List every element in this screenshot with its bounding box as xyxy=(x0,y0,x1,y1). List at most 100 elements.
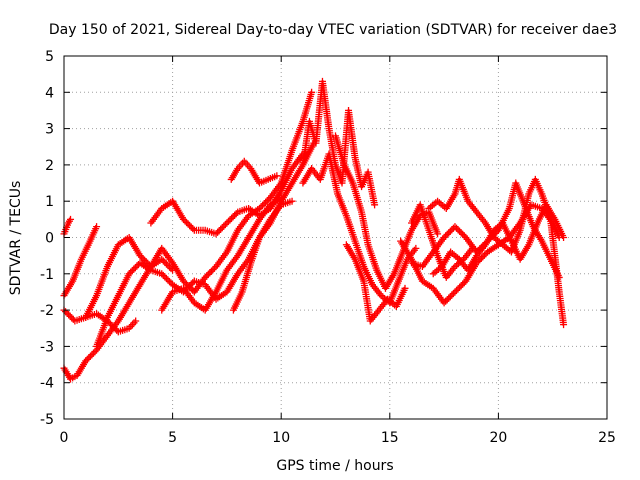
data-point xyxy=(451,223,459,231)
data-point xyxy=(459,280,467,288)
data-point xyxy=(228,214,236,222)
data-point xyxy=(164,276,172,284)
x-tick-label: 20 xyxy=(489,430,507,446)
data-point xyxy=(88,351,96,359)
data-point xyxy=(560,321,568,329)
data-point xyxy=(448,226,456,234)
y-tick-label: 1 xyxy=(45,194,54,210)
data-point xyxy=(186,222,194,230)
data-point xyxy=(220,222,228,230)
y-tick-label: 4 xyxy=(45,85,54,101)
data-point xyxy=(453,286,461,294)
data-point xyxy=(86,352,94,360)
data-point xyxy=(141,256,149,264)
data-point xyxy=(89,349,97,357)
data-point xyxy=(189,225,197,233)
data-point xyxy=(189,279,197,287)
data-point xyxy=(262,198,270,206)
data-point xyxy=(260,200,268,208)
data-point xyxy=(204,270,212,278)
data-point xyxy=(456,283,464,291)
data-point xyxy=(179,215,187,223)
x-tick-label: 25 xyxy=(598,430,616,446)
data-point xyxy=(454,226,462,234)
data-point xyxy=(443,296,451,304)
data-point xyxy=(451,288,459,296)
data-point xyxy=(183,218,191,226)
data-point xyxy=(288,197,296,205)
x-tick-label: 15 xyxy=(381,430,399,446)
data-point xyxy=(159,271,167,279)
data-point xyxy=(218,224,226,232)
data-markers xyxy=(60,77,568,383)
data-point xyxy=(479,253,487,261)
data-point xyxy=(93,223,101,231)
data-point xyxy=(136,252,144,260)
data-point xyxy=(68,314,76,322)
y-tick-label: 5 xyxy=(45,49,54,65)
y-tick-label: -3 xyxy=(40,339,54,355)
data-point xyxy=(159,257,167,265)
data-point xyxy=(85,354,93,362)
data-point xyxy=(206,269,214,277)
data-point xyxy=(445,294,453,302)
data-point xyxy=(130,265,138,273)
data-point xyxy=(183,280,191,288)
data-point xyxy=(179,277,187,285)
data-point xyxy=(440,234,448,241)
data-point xyxy=(131,264,139,272)
data-point xyxy=(128,267,136,275)
data-point xyxy=(477,254,485,262)
data-point xyxy=(434,230,442,238)
data-point xyxy=(158,255,166,263)
data-point xyxy=(273,172,281,180)
y-axis-ticks: -5 -4 -3 -2 -1 0 1 2 3 4 5 xyxy=(40,49,607,428)
data-point xyxy=(231,211,239,219)
y-tick-label: 0 xyxy=(45,231,54,247)
data-point xyxy=(161,273,169,281)
data-point xyxy=(449,290,457,298)
data-point xyxy=(127,268,135,276)
data-point xyxy=(454,285,462,293)
data-point xyxy=(65,311,73,319)
data-point xyxy=(212,230,220,238)
data-point xyxy=(448,291,456,299)
grid xyxy=(64,56,607,419)
data-point xyxy=(443,230,451,238)
data-point xyxy=(158,270,166,278)
y-axis-label: SDTVAR / TECUs xyxy=(8,181,24,296)
data-point xyxy=(82,357,90,365)
data-point xyxy=(442,297,450,305)
data-point xyxy=(457,282,465,290)
chart-title: Day 150 of 2021, Sidereal Day-to-day VTE… xyxy=(49,22,617,38)
data-point xyxy=(229,213,237,221)
data-point xyxy=(223,219,231,227)
data-point xyxy=(69,315,77,323)
data-point xyxy=(259,201,267,209)
data-point xyxy=(226,216,234,224)
data-point xyxy=(165,278,173,286)
data-point xyxy=(215,227,223,235)
data-point xyxy=(445,229,453,237)
data-point xyxy=(457,229,465,237)
data-point xyxy=(161,258,169,266)
data-point xyxy=(412,244,420,252)
data-point xyxy=(201,273,209,281)
data-point xyxy=(401,284,409,292)
data-point xyxy=(217,225,225,233)
x-tick-label: 10 xyxy=(272,430,290,446)
data-point xyxy=(133,262,141,270)
data-point xyxy=(181,217,189,225)
data-point xyxy=(132,317,140,325)
data-point xyxy=(453,224,461,232)
data-point xyxy=(162,274,170,282)
y-tick-label: -1 xyxy=(40,267,54,283)
data-point xyxy=(184,282,192,290)
x-axis-ticks: 0 5 10 15 20 25 xyxy=(60,56,616,446)
data-point xyxy=(480,251,488,259)
y-tick-label: -4 xyxy=(40,376,54,392)
x-tick-label: 0 xyxy=(60,430,69,446)
data-point xyxy=(63,309,71,317)
data-point xyxy=(83,355,91,363)
